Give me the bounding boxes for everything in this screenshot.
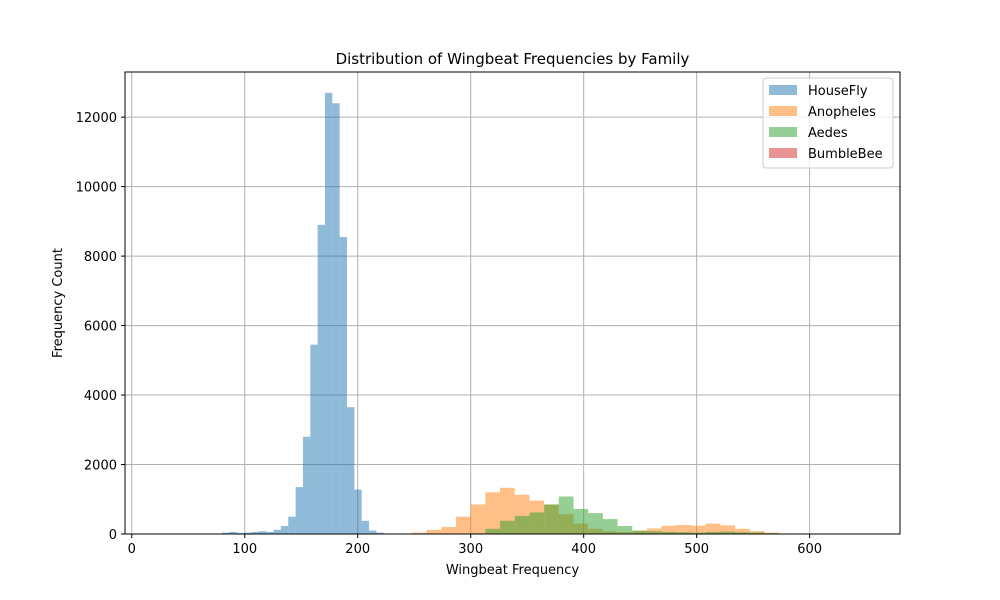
histogram-bar (544, 504, 559, 534)
legend: HouseFly Anopheles Aedes BumbleBee (762, 77, 894, 169)
histogram-bars (222, 92, 794, 535)
histogram-bar (514, 515, 530, 534)
y-tick-label: 2000 (84, 459, 117, 474)
legend-label: HouseFly (808, 84, 868, 99)
y-axis-label: Frequency Count (51, 248, 66, 358)
y-axis-ticks: 0 2000 4000 6000 8000 10000 12000 (76, 111, 125, 543)
y-tick-label: 4000 (84, 389, 117, 404)
histogram-bar (310, 344, 318, 534)
series-housefly-bars (222, 92, 392, 535)
y-tick-label: 12000 (76, 111, 117, 126)
x-tick-label: 200 (345, 542, 370, 557)
histogram-bar (324, 92, 333, 534)
histogram-bar (288, 516, 296, 534)
histogram-bar (244, 532, 252, 534)
histogram-bar (258, 531, 267, 534)
x-tick-label: 300 (458, 542, 483, 557)
histogram-bar (500, 520, 515, 534)
histogram-bar (720, 525, 736, 534)
histogram-bar (573, 508, 589, 534)
histogram-bar (661, 531, 677, 534)
histogram-bar (690, 525, 706, 534)
legend-label: Aedes (808, 126, 848, 141)
histogram-bar (339, 237, 347, 534)
histogram-bar (720, 531, 736, 534)
chart-title: Distribution of Wingbeat Frequencies by … (336, 50, 690, 68)
histogram-bar (749, 532, 765, 534)
y-tick-label: 8000 (84, 250, 117, 265)
x-tick-label: 400 (571, 542, 596, 557)
series-aedes-bars (470, 496, 794, 535)
plot-frame (124, 71, 901, 535)
histogram-bar (735, 528, 750, 534)
histogram-bar (302, 436, 311, 534)
histogram-bar (485, 528, 501, 534)
legend-swatch (769, 85, 797, 95)
histogram-bar (735, 532, 750, 534)
histogram-bar (411, 532, 427, 534)
histogram-bar (266, 531, 274, 534)
histogram-bar (632, 530, 647, 534)
histogram-bar (251, 531, 259, 534)
histogram-bar (426, 529, 442, 534)
legend-box (762, 77, 894, 169)
histogram-bar (558, 496, 574, 534)
x-tick-label: 100 (232, 542, 257, 557)
histogram-bar (361, 520, 370, 534)
x-tick-label: 0 (128, 542, 136, 557)
histogram-bar (376, 532, 384, 534)
histogram-bar (346, 407, 355, 534)
histogram-bar (705, 523, 721, 534)
legend-swatch (769, 127, 797, 137)
histogram-bar (236, 532, 245, 534)
y-tick-label: 0 (109, 528, 117, 543)
legend-swatch (769, 106, 797, 116)
histogram-bar (690, 532, 706, 534)
histogram-bar (273, 529, 281, 534)
histogram-bar (295, 487, 303, 534)
histogram-bar (317, 224, 325, 534)
histogram-bar (676, 532, 691, 534)
x-axis-label: Wingbeat Frequency (446, 563, 580, 578)
histogram-bar (441, 527, 457, 534)
histogram-bar (646, 531, 662, 534)
histogram-bar (617, 526, 633, 534)
histogram-bar (661, 525, 677, 534)
histogram-bar (229, 531, 237, 534)
histogram-bar (602, 519, 618, 534)
histogram-bar (676, 524, 691, 534)
x-tick-label: 600 (797, 542, 822, 557)
y-tick-label: 10000 (76, 181, 117, 196)
histogram-bar (705, 531, 721, 534)
legend-swatch (769, 148, 797, 158)
x-tick-label: 500 (684, 542, 709, 557)
histogram-bar (588, 513, 603, 534)
histogram-bar (470, 504, 486, 534)
histogram-bar (222, 532, 230, 534)
histogram-bar (354, 489, 362, 534)
histogram-bar (456, 516, 471, 534)
legend-label: BumbleBee (808, 147, 883, 162)
histogram-bar (369, 530, 377, 534)
histogram-bar (485, 492, 501, 534)
histogram-bar (280, 526, 289, 534)
histogram-bar (529, 512, 545, 534)
legend-label: Anopheles (808, 105, 876, 120)
x-axis-ticks: 0 100 200 300 400 500 600 (128, 534, 822, 557)
histogram-bar (332, 103, 340, 535)
y-tick-label: 6000 (84, 320, 117, 335)
